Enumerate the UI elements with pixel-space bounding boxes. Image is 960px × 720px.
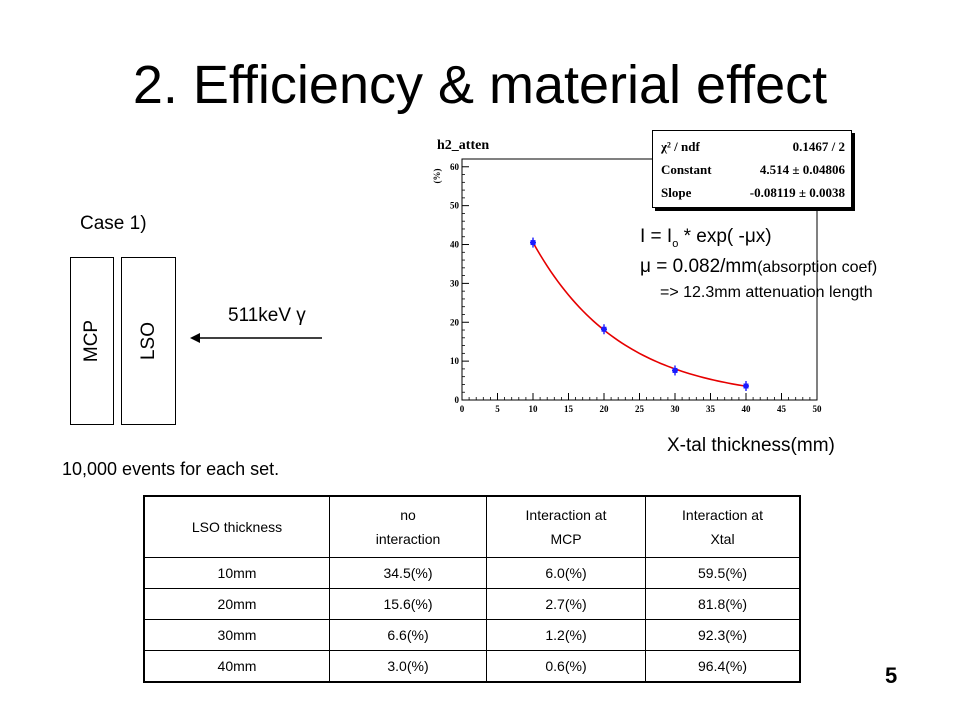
chart-title: h2_atten xyxy=(437,138,489,153)
fit-stats-box: χ² / ndf 0.1467 / 2 Constant 4.514 ± 0.0… xyxy=(652,130,852,208)
stat-row-chi2: χ² / ndf 0.1467 / 2 xyxy=(661,139,845,159)
stat-value: 4.514 ± 0.04806 xyxy=(759,162,845,177)
header-line: MCP xyxy=(550,531,582,547)
stat-value: -0.08119 ± 0.0038 xyxy=(749,185,845,200)
table-cell: 40mm xyxy=(143,650,330,683)
x-tick-label: 45 xyxy=(777,404,787,414)
header-line: Xtal xyxy=(710,531,735,547)
header-line: interaction xyxy=(375,531,441,547)
mu-value-note: (absorption coef) xyxy=(757,259,878,276)
stat-row-slope: Slope -0.08119 ± 0.0038 xyxy=(661,185,845,205)
x-tick-label: 50 xyxy=(813,404,823,414)
eq-part: * exp( -μx) xyxy=(678,226,772,247)
x-tick-label: 20 xyxy=(600,404,610,414)
y-tick-label: 0 xyxy=(455,395,460,405)
table-cell: 20mm xyxy=(143,588,330,620)
table-cell: 30mm xyxy=(143,619,330,651)
table-cell: 96.4(%) xyxy=(645,650,801,683)
data-point xyxy=(601,326,607,332)
table-cell: 6.0(%) xyxy=(486,557,646,589)
header-interaction-mcp: Interaction at MCP xyxy=(486,495,646,558)
x-tick-label: 15 xyxy=(564,404,574,414)
data-point xyxy=(672,367,678,373)
gamma-label: 511keV γ xyxy=(228,305,306,326)
stat-key: Constant xyxy=(661,162,712,177)
x-tick-label: 35 xyxy=(706,404,716,414)
y-tick-label: 60 xyxy=(450,162,460,172)
y-tick-label: 10 xyxy=(450,356,460,366)
table-cell: 59.5(%) xyxy=(645,557,801,589)
x-axis-caption: X-tal thickness(mm) xyxy=(667,435,835,456)
x-tick-label: 5 xyxy=(495,404,500,414)
table-header-row: LSO thickness no interaction Interaction … xyxy=(143,495,801,558)
results-table: LSO thickness no interaction Interaction … xyxy=(143,495,801,683)
y-tick-label: 50 xyxy=(450,201,460,211)
table-cell: 34.5(%) xyxy=(329,557,487,589)
table-cell: 81.8(%) xyxy=(645,588,801,620)
attenuation-chart: h2_atten (%) 0 5 10 15 20 25 30 35 40 45 50 0 10 20 30 40… xyxy=(432,138,823,414)
page-number: 5 xyxy=(885,663,898,688)
case-label: Case 1) xyxy=(80,213,147,234)
table-row: 40mm 3.0(%) 0.6(%) 96.4(%) xyxy=(143,650,801,683)
data-point xyxy=(743,383,749,389)
header-lso-thickness: LSO thickness xyxy=(143,495,330,558)
table-cell: 3.0(%) xyxy=(329,650,487,683)
table-cell: 10mm xyxy=(143,557,330,589)
x-tick-label: 30 xyxy=(671,404,681,414)
gamma-arrow-icon xyxy=(190,333,322,343)
stat-key: Slope xyxy=(661,185,692,200)
fit-curve xyxy=(532,242,747,387)
header-line: Interaction at xyxy=(525,507,607,523)
x-tick-label: 25 xyxy=(635,404,645,414)
y-tick-label: 20 xyxy=(450,317,460,327)
eq-subscript: o xyxy=(672,237,679,250)
table-row: 20mm 15.6(%) 2.7(%) 81.8(%) xyxy=(143,588,801,620)
header-no-interaction: no interaction xyxy=(329,495,487,558)
stat-row-constant: Constant 4.514 ± 0.04806 xyxy=(661,162,845,182)
table-cell: 6.6(%) xyxy=(329,619,487,651)
table-cell: 15.6(%) xyxy=(329,588,487,620)
header-line: no xyxy=(400,507,416,523)
data-point xyxy=(530,240,536,246)
mu-value-text: μ = 0.082/mm xyxy=(640,256,758,277)
x-tick-label: 0 xyxy=(460,404,465,414)
x-tick-label: 40 xyxy=(742,404,752,414)
mu-value: μ = 0.082/mm(absorption coef) xyxy=(640,256,877,278)
events-note: 10,000 events for each set. xyxy=(62,459,280,479)
attenuation-equation: I = Io * exp( -μx) xyxy=(640,226,772,250)
eq-part: I = I xyxy=(640,226,673,247)
lso-box: LSO xyxy=(121,257,176,425)
stat-key: χ² / ndf xyxy=(661,139,700,154)
x-tick-label: 10 xyxy=(529,404,539,414)
table-cell: 2.7(%) xyxy=(486,588,646,620)
table-cell: 0.6(%) xyxy=(486,650,646,683)
table-cell: 1.2(%) xyxy=(486,619,646,651)
mcp-box: MCP xyxy=(70,257,114,425)
table-cell: 92.3(%) xyxy=(645,619,801,651)
table-row: 10mm 34.5(%) 6.0(%) 59.5(%) xyxy=(143,557,801,589)
attenuation-length: => 12.3mm attenuation length xyxy=(660,284,873,301)
stat-value: 0.1467 / 2 xyxy=(792,139,845,154)
slide-title: 2. Efficiency & material effect xyxy=(132,55,828,115)
header-line: Interaction at xyxy=(682,507,763,523)
header-line: LSO thickness xyxy=(191,519,283,535)
lso-label: LSO xyxy=(137,321,159,361)
y-tick-label: 40 xyxy=(450,240,460,250)
header-interaction-xtal: Interaction at Xtal xyxy=(645,495,801,558)
y-tick-label: 30 xyxy=(450,278,460,288)
y-axis-label: (%) xyxy=(432,169,442,184)
mcp-label: MCP xyxy=(81,319,102,363)
table-row: 30mm 6.6(%) 1.2(%) 92.3(%) xyxy=(143,619,801,651)
